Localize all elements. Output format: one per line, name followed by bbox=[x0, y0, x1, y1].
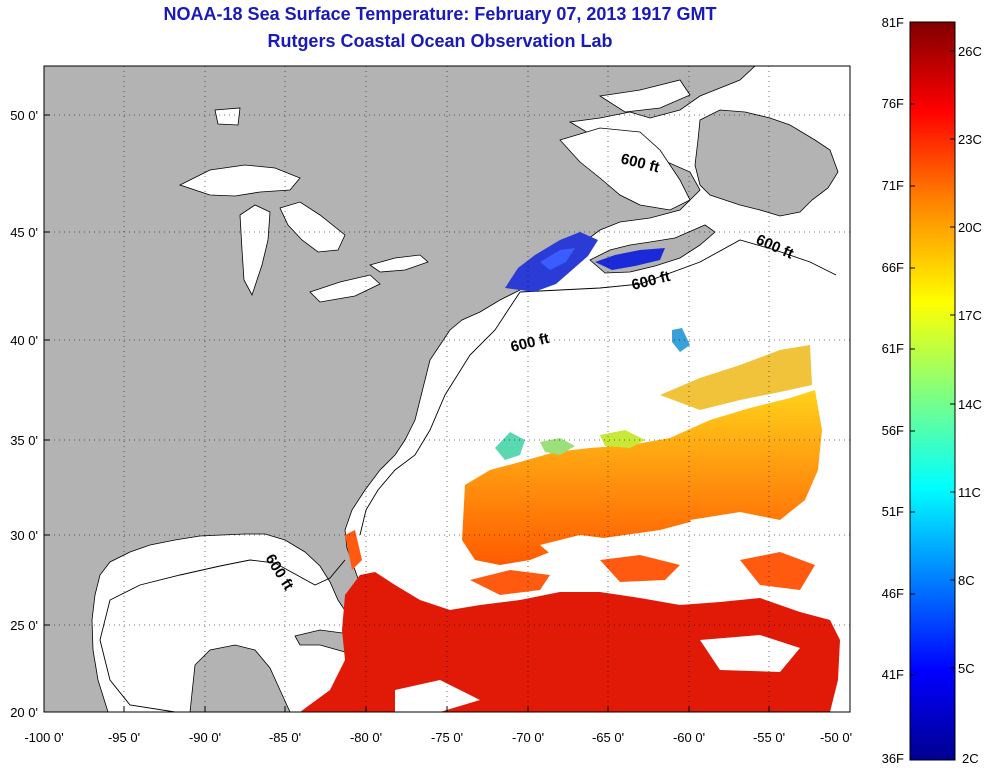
cb-label-f: 81F bbox=[882, 15, 904, 30]
cb-label-c: 2C bbox=[962, 751, 979, 766]
colorbar-celsius-labels: 26C 23C 20C 17C 14C 11C 8C 5C 2C bbox=[958, 44, 982, 766]
tick-marks bbox=[43, 114, 851, 713]
sst-orange-patches bbox=[345, 530, 815, 595]
cb-label-c: 23C bbox=[958, 132, 982, 147]
y-tick-label: 20 0' bbox=[10, 705, 38, 720]
cb-label-f: 41F bbox=[882, 667, 904, 682]
y-tick-label: 30 0' bbox=[10, 528, 38, 543]
cb-label-f: 76F bbox=[882, 96, 904, 111]
y-tick-label: 45 0' bbox=[10, 225, 38, 240]
cb-label-f: 46F bbox=[882, 586, 904, 601]
y-tick-label: 25 0' bbox=[10, 618, 38, 633]
cb-label-c: 11C bbox=[958, 485, 981, 500]
y-tick-label: 50 0' bbox=[10, 108, 38, 123]
cb-label-f: 66F bbox=[882, 260, 904, 275]
map-subtitle: Rutgers Coastal Ocean Observation Lab bbox=[267, 31, 612, 51]
y-axis-labels: 50 0' 45 0' 40 0' 35 0' 30 0' 25 0' 20 0… bbox=[10, 108, 38, 720]
colorbar: 81F 76F 71F 66F 61F 56F 51F 46F 41F 36F … bbox=[882, 15, 982, 766]
cb-label-f: 36F bbox=[882, 751, 904, 766]
x-tick-label: -65 0' bbox=[592, 730, 624, 745]
x-axis-labels: -100 0' -95 0' -90 0' -85 0' -80 0' -75 … bbox=[24, 730, 852, 745]
contour-600ft bbox=[99, 239, 837, 712]
cb-label-f: 56F bbox=[882, 423, 904, 438]
cb-label-c: 20C bbox=[958, 220, 982, 235]
cloud-gaps bbox=[395, 512, 800, 712]
x-tick-label: -50 0' bbox=[820, 730, 852, 745]
cb-label-c: 17C bbox=[958, 308, 982, 323]
map-title: NOAA-18 Sea Surface Temperature: Februar… bbox=[164, 4, 717, 24]
map-area: 600 ft 600 ft 600 ft 600 ft 600 ft bbox=[44, 66, 850, 712]
great-lakes bbox=[178, 107, 429, 303]
x-tick-label: -60 0' bbox=[673, 730, 705, 745]
x-tick-label: -95 0' bbox=[108, 730, 140, 745]
colorbar-gradient bbox=[909, 21, 956, 761]
x-tick-label: -75 0' bbox=[431, 730, 463, 745]
y-tick-label: 40 0' bbox=[10, 333, 38, 348]
cb-label-f: 51F bbox=[882, 504, 904, 519]
cb-label-f: 61F bbox=[882, 341, 904, 356]
cb-label-c: 5C bbox=[958, 661, 975, 676]
x-tick-label: -90 0' bbox=[189, 730, 221, 745]
x-tick-label: -85 0' bbox=[269, 730, 301, 745]
x-tick-label: -80 0' bbox=[350, 730, 382, 745]
hudson-area-water bbox=[598, 79, 691, 113]
x-tick-label: -100 0' bbox=[24, 730, 63, 745]
x-tick-label: -55 0' bbox=[753, 730, 785, 745]
x-tick-label: -70 0' bbox=[512, 730, 544, 745]
cb-label-c: 8C bbox=[958, 573, 975, 588]
land-yucatan bbox=[189, 644, 291, 712]
sst-cool-edge bbox=[495, 345, 812, 460]
cb-label-c: 26C bbox=[958, 44, 982, 59]
land-newfoundland bbox=[694, 109, 839, 217]
cb-label-f: 71F bbox=[882, 178, 904, 193]
gulf-st-lawrence bbox=[559, 127, 691, 211]
y-tick-label: 35 0' bbox=[10, 433, 38, 448]
colorbar-fahrenheit-labels: 81F 76F 71F 66F 61F 56F 51F 46F 41F 36F bbox=[882, 15, 904, 766]
sst-hot-region bbox=[300, 572, 840, 712]
cb-label-c: 14C bbox=[958, 397, 982, 412]
